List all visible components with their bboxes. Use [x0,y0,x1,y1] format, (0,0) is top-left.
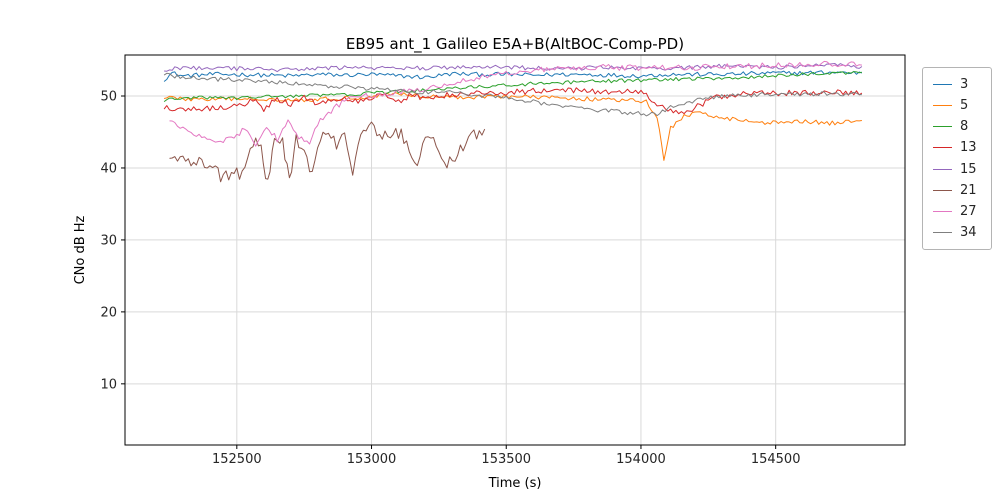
y-tick-label: 40 [100,161,117,176]
ticks: 152500 153000 153500 154000 154500 10 20 30 40 50 [100,90,800,467]
y-axis-label: CNo dB Hz [73,215,88,284]
series-line-15 [164,63,863,73]
y-tick-label: 50 [100,90,117,105]
series-line-8 [163,71,862,103]
legend-item-label: 27 [960,204,977,220]
legend-item-3: 3 [933,76,981,92]
x-axis-label: Time (s) [488,476,542,491]
legend-item-5: 5 [933,97,981,113]
series-line-13 [163,87,863,115]
series-line-3 [163,70,863,82]
legend-line-swatch [933,83,952,85]
legend-line-swatch [933,232,952,234]
legend-line-swatch [933,211,952,213]
legend-item-label: 8 [960,119,969,135]
x-tick-label: 154000 [616,452,666,467]
legend-item-label: 15 [960,161,977,177]
plot-area [125,55,905,445]
x-tick-label: 153000 [347,452,397,467]
x-tick-label: 154500 [751,452,801,467]
legend-item-27: 27 [933,204,981,220]
gridlines [125,55,905,445]
legend-item-8: 8 [933,119,981,135]
axes-frame [124,54,906,446]
legend-line-swatch [933,126,952,128]
legend-line-swatch [933,147,952,149]
chart-title: EB95 ant_1 Galileo E5A+B(AltBOC-Comp-PD) [346,35,684,54]
series-line-27 [169,60,862,147]
series-line-34 [163,72,862,117]
series-line-21 [169,121,486,183]
legend-item-label: 21 [960,182,977,198]
legend-item-label: 34 [960,225,977,241]
legend-item-label: 3 [960,76,969,92]
legend-line-swatch [933,104,952,106]
y-tick-label: 30 [100,233,117,248]
legend-item-15: 15 [933,161,981,177]
series-line-5 [163,92,862,161]
x-tick-label: 153500 [481,452,531,467]
y-tick-label: 10 [100,377,117,392]
legend-item-21: 21 [933,182,981,198]
legend-item-label: 5 [960,97,969,113]
legend-item-label: 13 [960,140,977,156]
legend-line-swatch [933,189,952,191]
legend-line-swatch [933,168,952,170]
legend-item-34: 34 [933,225,981,241]
legend-item-13: 13 [933,140,981,156]
legend: 3 5 8 13 15 21 27 34 [922,67,992,250]
x-tick-label: 152500 [212,452,262,467]
series-lines [163,60,863,183]
y-tick-label: 20 [100,305,117,320]
